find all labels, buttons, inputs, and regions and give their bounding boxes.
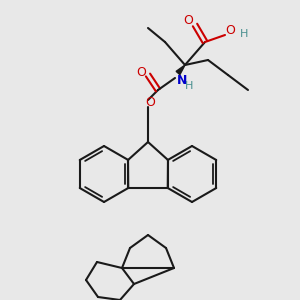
Text: H: H — [240, 29, 248, 39]
Text: O: O — [225, 23, 235, 37]
Text: H: H — [185, 81, 193, 91]
Text: O: O — [136, 67, 146, 80]
Text: O: O — [183, 14, 193, 28]
Polygon shape — [176, 65, 185, 75]
Text: O: O — [145, 97, 155, 110]
Text: N: N — [177, 74, 187, 86]
